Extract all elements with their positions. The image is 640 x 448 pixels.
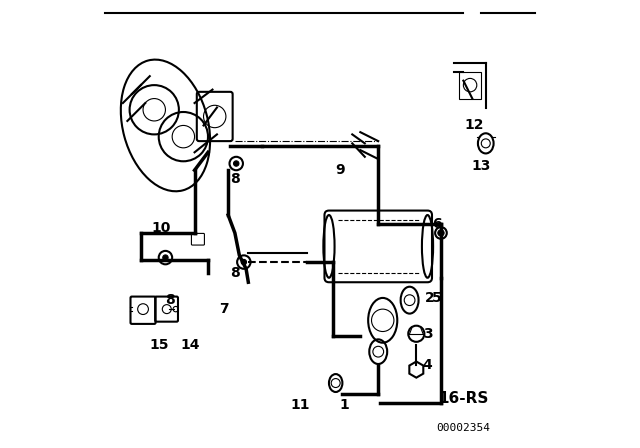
Text: 10: 10 <box>151 221 171 236</box>
Text: 00002354: 00002354 <box>436 423 490 433</box>
Text: 8: 8 <box>165 293 175 307</box>
Text: 12: 12 <box>465 118 484 133</box>
Text: 9: 9 <box>335 163 345 177</box>
Text: 4: 4 <box>422 358 433 372</box>
Text: 8: 8 <box>230 266 240 280</box>
Circle shape <box>163 255 168 260</box>
Text: 1: 1 <box>340 398 349 413</box>
Text: 7: 7 <box>219 302 228 316</box>
Bar <box>459 72 481 99</box>
Text: 2: 2 <box>425 291 435 305</box>
Text: 11: 11 <box>290 398 310 413</box>
Text: 8: 8 <box>230 172 240 186</box>
Circle shape <box>241 259 246 265</box>
Text: 13: 13 <box>472 159 491 173</box>
Circle shape <box>438 230 444 236</box>
Text: 5: 5 <box>431 291 442 305</box>
Text: 6: 6 <box>431 217 442 231</box>
Text: 16-RS: 16-RS <box>438 391 488 406</box>
Text: 14: 14 <box>180 338 200 352</box>
Text: 3: 3 <box>422 327 433 341</box>
Text: 15: 15 <box>149 338 168 352</box>
Circle shape <box>234 161 239 166</box>
